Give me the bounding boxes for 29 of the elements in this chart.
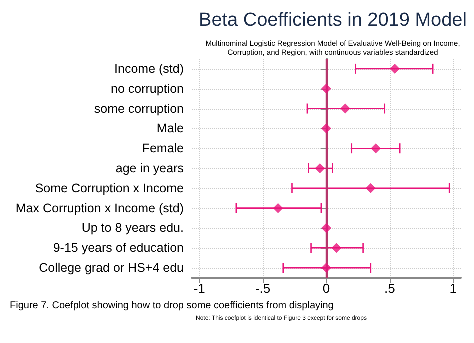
point (322, 84, 332, 94)
point (332, 243, 342, 254)
point (273, 203, 284, 214)
y-tick-label: Income (std) (114, 62, 184, 76)
point (370, 144, 381, 154)
y-tick-label: Max Corruption x Income (std) (16, 201, 184, 216)
x-tick-label: -.5 (255, 281, 271, 296)
y-tick-label: Some Corruption x Income (35, 181, 184, 196)
y-tick-label: College grad or HS+4 edu (39, 261, 184, 276)
y-tick-label: Female (142, 142, 184, 156)
point (322, 124, 332, 134)
point (366, 183, 376, 194)
y-tick-label: Male (156, 122, 184, 136)
caption: Figure 7. Coefplot showing how to drop some coefficients from displaying (10, 300, 334, 312)
y-tick-label: no corruption (111, 82, 184, 96)
x-tick-label: 0 (322, 281, 330, 296)
x-tick-label: 1 (450, 281, 458, 296)
y-tick-label: 9-15 years of education (53, 241, 184, 256)
point (340, 104, 351, 114)
point (390, 64, 400, 74)
point (322, 263, 332, 274)
point (322, 223, 332, 234)
x-tick-label: .5 (384, 281, 396, 296)
chart-title: Beta Coefficients in 2019 Model (199, 10, 467, 31)
point (315, 164, 326, 174)
x-tick-label: -1 (194, 281, 206, 296)
y-tick-label: Up to 8 years edu. (82, 221, 184, 236)
y-tick-label: some corruption (94, 102, 184, 116)
y-tick-label: age in years (116, 162, 184, 176)
